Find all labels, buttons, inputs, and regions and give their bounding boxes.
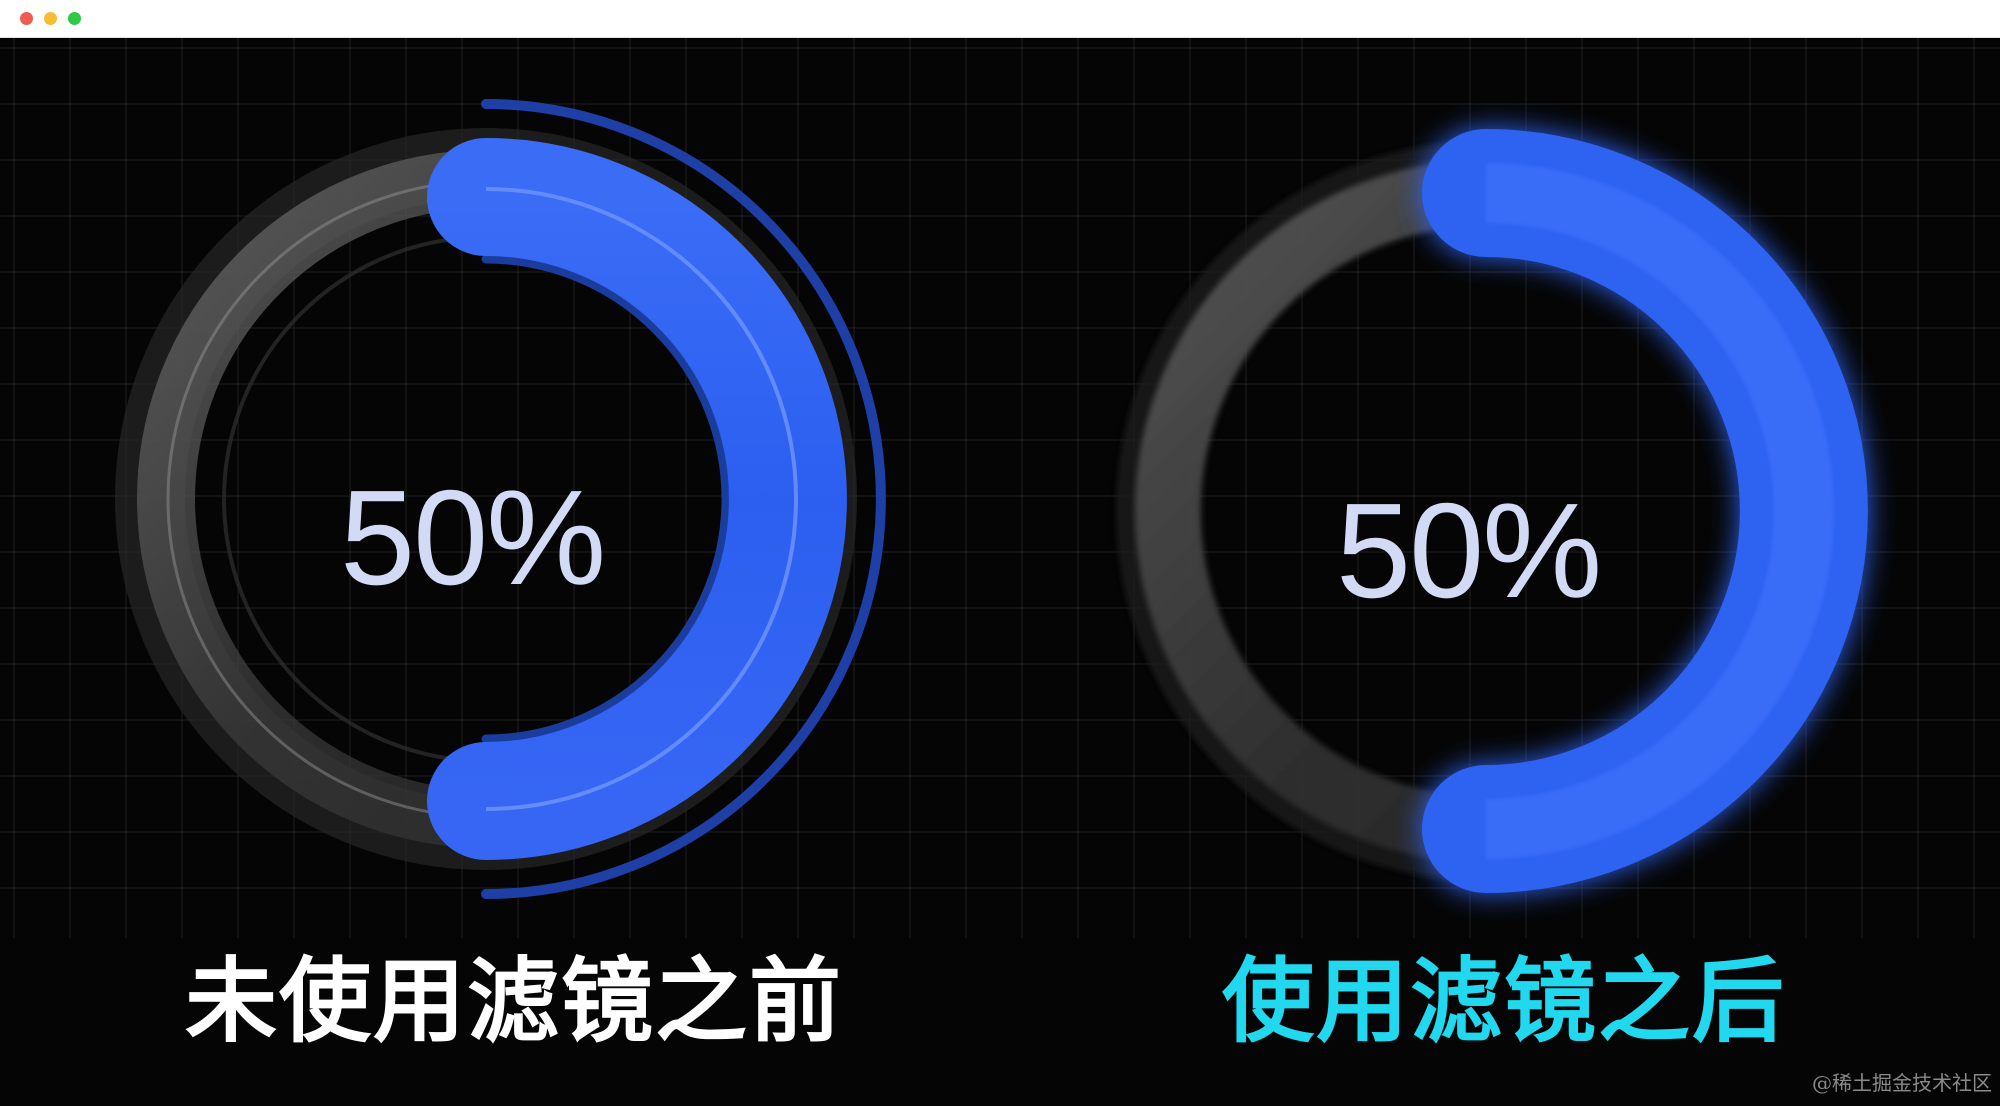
minimize-window-button[interactable] bbox=[44, 12, 57, 25]
window-titlebar bbox=[0, 0, 2000, 38]
right-progress-ring bbox=[1116, 129, 1868, 893]
left-percent-value: 50% bbox=[340, 462, 606, 613]
ring-scene bbox=[0, 38, 2000, 938]
left-outer-thin-arc bbox=[481, 99, 886, 899]
left-progress-arc-highlight bbox=[485, 187, 798, 811]
caption-after-filter: 使用滤镜之后 bbox=[1222, 948, 1787, 1055]
right-percent-value: 50% bbox=[1336, 475, 1602, 626]
right-progress-arc-highlight bbox=[1485, 163, 1834, 859]
close-window-button[interactable] bbox=[20, 12, 33, 25]
zoom-window-button[interactable] bbox=[68, 12, 81, 25]
caption-before-filter: 未使用滤镜之前 bbox=[185, 948, 844, 1055]
left-progress-arc bbox=[427, 138, 847, 860]
left-progress-ring bbox=[115, 99, 886, 899]
comparison-stage: 50% 50% 未使用滤镜之前 使用滤镜之后 bbox=[0, 38, 2000, 1106]
watermark-text: @稀土掘金技术社区 bbox=[1812, 1071, 1992, 1095]
left-inner-thin-arc bbox=[481, 254, 731, 744]
